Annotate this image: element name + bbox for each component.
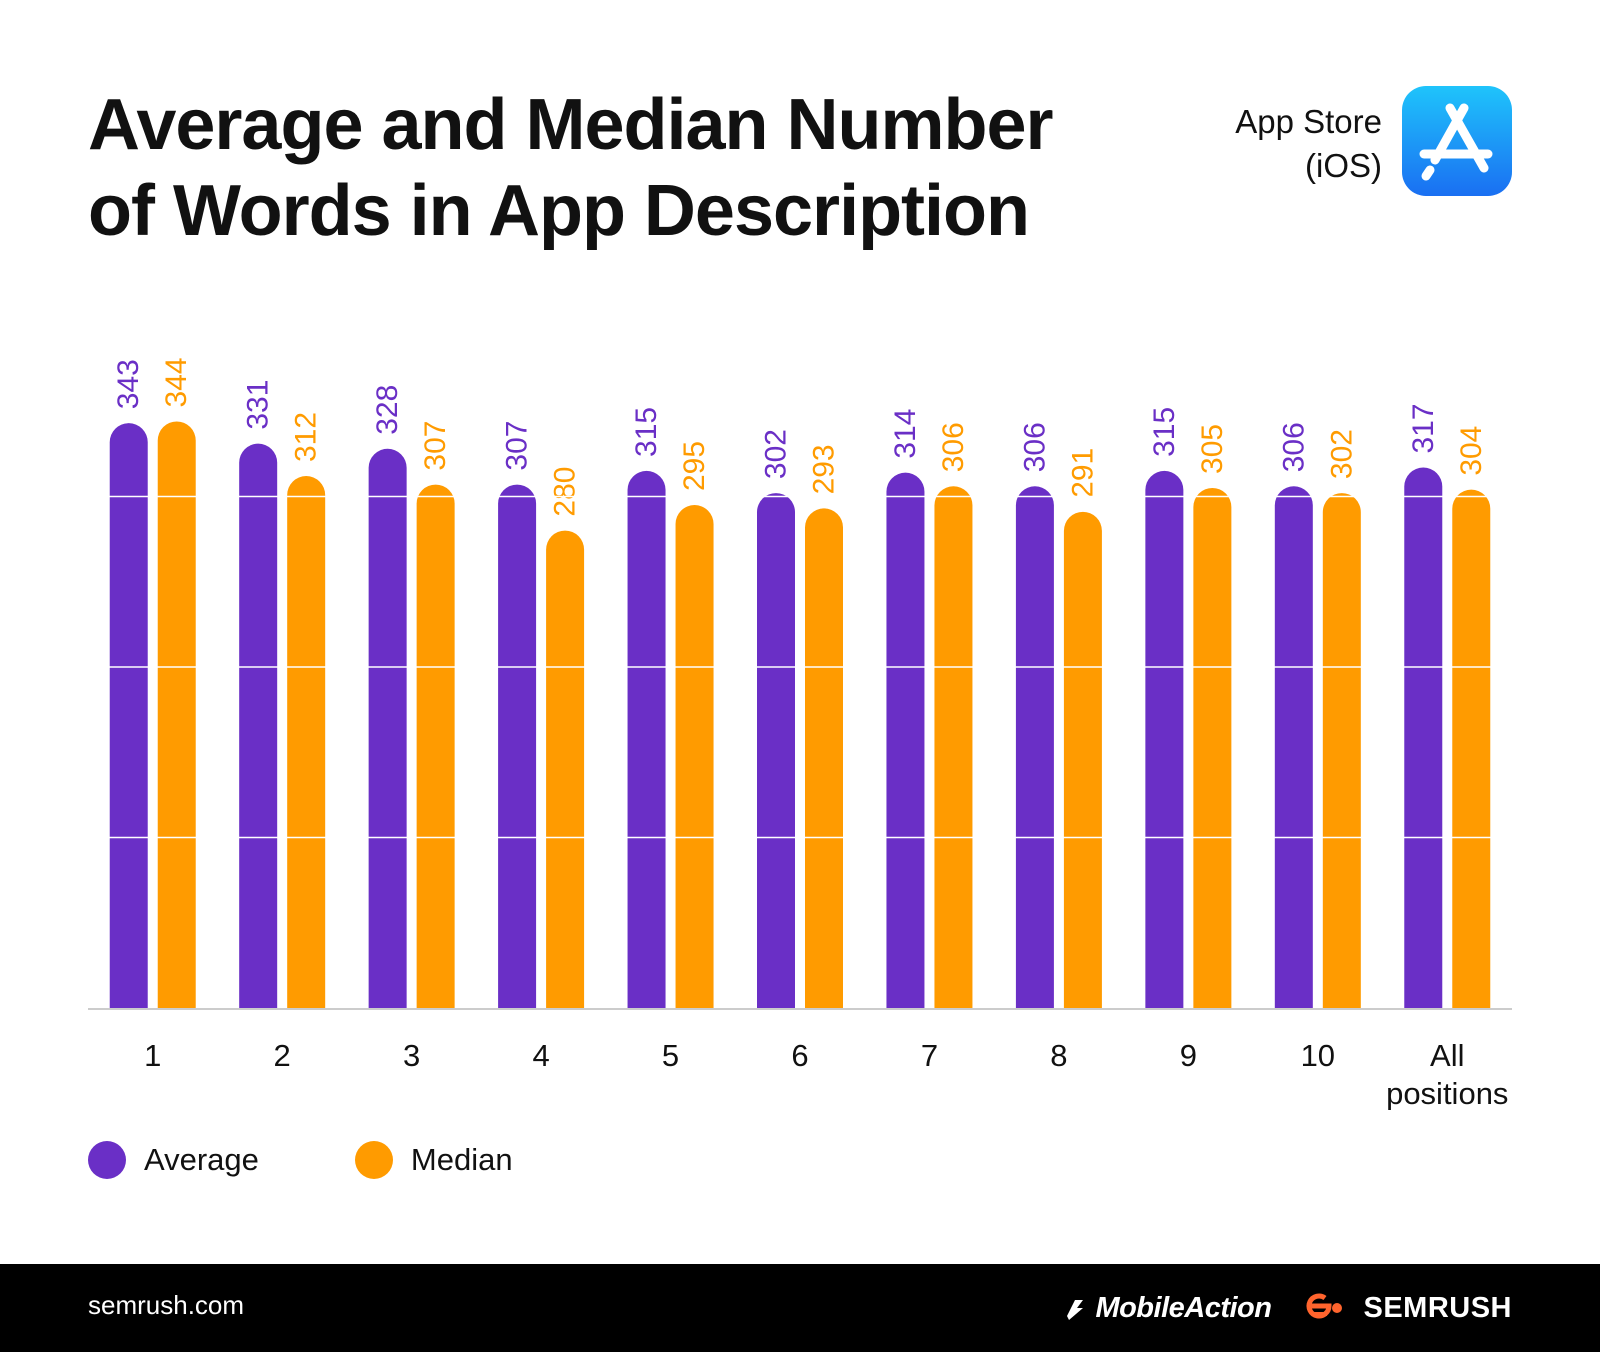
legend-label-average: Average [144, 1142, 259, 1177]
value-label-average-3: 328 [371, 385, 404, 435]
value-label-median-10: 302 [1325, 429, 1358, 479]
value-label-median-8: 291 [1066, 448, 1099, 498]
x-tick-label-9: 9 [1180, 1038, 1197, 1073]
bar-average-9 [1145, 470, 1184, 1008]
mobileaction-icon [1067, 1300, 1084, 1320]
bar-average-5 [627, 470, 666, 1008]
value-label-median-1: 344 [160, 357, 193, 407]
bar-median-6 [805, 508, 843, 1008]
footer: semrush.com MobileAction SEMRUSH [0, 1264, 1600, 1352]
value-label-median-6: 293 [808, 444, 841, 494]
bar-median-3 [416, 484, 455, 1008]
bar-average-10 [1274, 486, 1313, 1008]
value-label-median-9: 305 [1196, 424, 1229, 474]
x-tick-label-11: All positions [1386, 1038, 1508, 1110]
legend-label-median: Median [410, 1142, 513, 1177]
x-tick-label-5: 5 [662, 1038, 679, 1073]
x-tick-label-4: 4 [532, 1038, 549, 1073]
bar-average-1 [109, 423, 148, 1008]
store-label-line1: App Store [1235, 103, 1382, 140]
value-label-median-2: 312 [290, 412, 323, 462]
bar-median-4 [546, 530, 585, 1008]
x-tick-label-7: 7 [921, 1038, 938, 1073]
value-label-average-4: 307 [501, 421, 534, 471]
bar-median-1 [157, 421, 196, 1009]
footer-site-link[interactable]: semrush.com [88, 1290, 245, 1320]
bar-median-2 [287, 476, 326, 1008]
value-label-average-10: 306 [1277, 422, 1310, 472]
x-tick-label-10: 10 [1301, 1038, 1335, 1073]
value-label-median-3: 307 [419, 421, 452, 471]
bar-median-11 [1452, 489, 1491, 1008]
value-label-average-1: 343 [112, 359, 145, 409]
value-label-median-5: 295 [678, 441, 711, 491]
x-tick-label-6: 6 [791, 1038, 808, 1073]
bar-average-2 [239, 443, 278, 1008]
value-label-median-11: 304 [1455, 426, 1488, 476]
legend-swatch-average [88, 1141, 126, 1179]
value-label-average-9: 315 [1148, 407, 1181, 457]
legend-swatch-median [354, 1141, 393, 1179]
chart-title: Average and Median Number of Words in Ap… [88, 82, 1138, 254]
bar-median-9 [1193, 487, 1232, 1009]
semrush-logo: SEMRUSH [1305, 1292, 1512, 1325]
bar-average-3 [368, 448, 407, 1008]
legend-item-median: Median [354, 1141, 513, 1179]
bar-median-7 [934, 486, 973, 1008]
x-tick-label-3: 3 [403, 1038, 420, 1073]
value-label-median-4: 280 [549, 467, 582, 517]
store-label-line2: (iOS) [1305, 147, 1382, 184]
mobileaction-logo: MobileAction [1061, 1291, 1272, 1325]
semrush-icon [1307, 1293, 1343, 1319]
bar-average-11 [1404, 467, 1443, 1009]
semrush-text: SEMRUSH [1363, 1291, 1512, 1324]
bar-median-10 [1322, 493, 1361, 1008]
value-label-average-6: 302 [760, 429, 793, 479]
mobileaction-text: MobileAction [1095, 1291, 1272, 1324]
app-store-icon [1402, 86, 1512, 196]
bar-average-7 [886, 472, 925, 1008]
x-tick-label-2: 2 [274, 1038, 291, 1073]
value-label-average-5: 315 [630, 407, 663, 457]
value-label-median-7: 306 [937, 422, 970, 472]
bar-median-8 [1063, 511, 1102, 1008]
value-label-average-11: 317 [1407, 403, 1440, 453]
legend-item-average: Average [88, 1141, 259, 1179]
bar-average-6 [757, 493, 795, 1008]
footer-brands: MobileAction SEMRUSH [1061, 1284, 1512, 1332]
chart-title-line1: Average and Median Number [88, 85, 1054, 165]
x-tick-label-8: 8 [1050, 1038, 1067, 1073]
legend: Average Median [88, 1140, 609, 1180]
value-label-average-2: 331 [242, 380, 275, 430]
bar-median-5 [675, 505, 714, 1008]
chart-title-line2: of Words in App Description [88, 171, 1030, 251]
bar-average-4 [498, 484, 537, 1008]
store-label: App Store (iOS) [1235, 100, 1382, 188]
value-label-average-7: 314 [889, 409, 922, 459]
bar-average-8 [1015, 486, 1054, 1008]
value-label-average-8: 306 [1018, 422, 1051, 472]
x-tick-label-1: 1 [144, 1038, 161, 1073]
